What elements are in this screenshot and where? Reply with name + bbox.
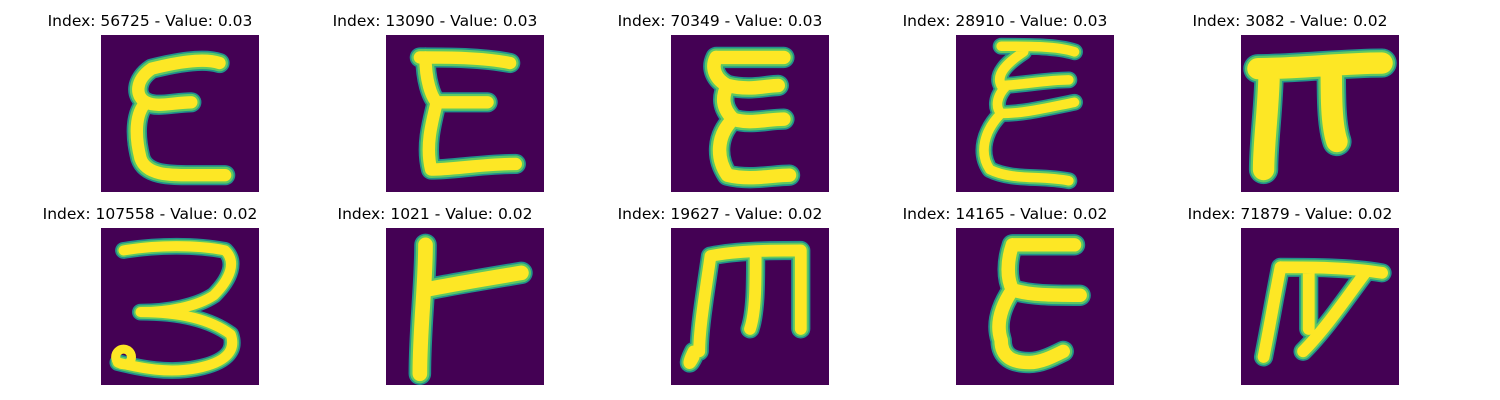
sample-title: Index: 13090 - Value: 0.03 xyxy=(332,12,538,30)
sample-cell: Index: 19627 - Value: 0.02 xyxy=(570,193,870,385)
sample-cell: Index: 14165 - Value: 0.02 xyxy=(855,193,1155,385)
digit-image xyxy=(956,35,1114,192)
digit-image xyxy=(1241,228,1399,385)
sample-cell: Index: 13090 - Value: 0.03 xyxy=(285,0,585,192)
digit-image xyxy=(101,228,259,385)
digit-image xyxy=(671,228,829,385)
sample-title: Index: 56725 - Value: 0.03 xyxy=(47,12,253,30)
sample-title: Index: 70349 - Value: 0.03 xyxy=(617,12,823,30)
digit-image xyxy=(671,35,829,192)
sample-title: Index: 1021 - Value: 0.02 xyxy=(337,205,533,223)
sample-cell: Index: 71879 - Value: 0.02 xyxy=(1140,193,1440,385)
sample-title: Index: 28910 - Value: 0.03 xyxy=(902,12,1108,30)
sample-title: Index: 107558 - Value: 0.02 xyxy=(42,205,258,223)
digit-image xyxy=(101,35,259,192)
digit-image xyxy=(386,35,544,192)
sample-cell: Index: 56725 - Value: 0.03 xyxy=(0,0,300,192)
sample-title: Index: 14165 - Value: 0.02 xyxy=(902,205,1108,223)
sample-cell: Index: 107558 - Value: 0.02 xyxy=(0,193,300,385)
sample-title: Index: 3082 - Value: 0.02 xyxy=(1192,12,1388,30)
digit-image xyxy=(386,228,544,385)
sample-cell: Index: 3082 - Value: 0.02 xyxy=(1140,0,1440,192)
digit-image xyxy=(956,228,1114,385)
sample-title: Index: 71879 - Value: 0.02 xyxy=(1187,205,1393,223)
sample-title: Index: 19627 - Value: 0.02 xyxy=(617,205,823,223)
sample-cell: Index: 70349 - Value: 0.03 xyxy=(570,0,870,192)
sample-cell: Index: 1021 - Value: 0.02 xyxy=(285,193,585,385)
sample-cell: Index: 28910 - Value: 0.03 xyxy=(855,0,1155,192)
digit-image xyxy=(1241,35,1399,192)
